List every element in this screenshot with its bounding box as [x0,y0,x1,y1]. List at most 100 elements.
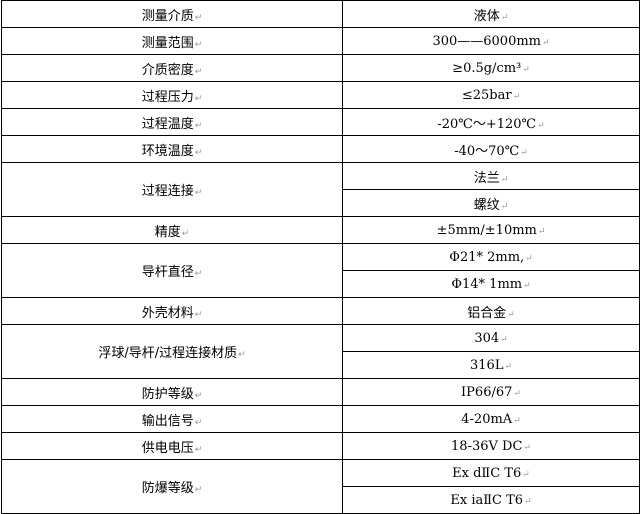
paragraph-mark-icon: ↵ [507,309,515,320]
spec-label: 过程连接↵ [1,162,343,217]
spec-value: 4-20mA↵ [342,405,640,433]
paragraph-mark-icon: ↵ [522,469,530,480]
spec-label: 测量范围↵ [1,27,343,55]
label-text: 精度 [154,224,181,240]
paragraph-mark-icon: ↵ [500,334,508,345]
value-text: 法兰 [473,170,500,186]
value-text: 304 [474,330,500,346]
label-text: 环境温度 [141,143,194,159]
paragraph-mark-icon: ↵ [542,37,550,48]
paragraph-mark-icon: ↵ [513,388,521,399]
value-text: 液体 [473,8,500,24]
paragraph-mark-icon: ↵ [194,485,203,495]
table-row: 防护等级↵ IP66/67↵ [1,378,640,406]
table-row: 螺纹↵ [2,189,640,217]
value-text: 316L [470,357,504,373]
paragraph-mark-icon: ↵ [194,444,203,455]
label-text: 防护等级 [141,386,194,402]
value-text: ≤25bar [461,87,512,103]
table-row: 过程温度↵ -20℃～+120℃ ↵ [1,108,640,136]
value-text: -20℃～+120℃ [437,116,537,132]
table-row: 防爆等级↵ Ex dⅡC T6↵ [1,459,640,514]
label-text: 导杆直径 [141,265,194,280]
paragraph-mark-icon: ↵ [194,120,203,131]
paragraph-mark-icon: ↵ [523,442,531,453]
label-text: 供电电压 [141,440,194,456]
paragraph-mark-icon: ↵ [523,280,531,291]
table-row: 精度↵ ±5mm/±10mm↵ [1,216,640,244]
spec-value: 螺纹↵ [342,189,640,217]
table-row: 导杆直径↵ Φ21* 2mm,↵ [1,243,640,298]
spec-label: 输出信号↵ [1,405,343,433]
value-text: Ex iaⅡC T6 [450,492,524,508]
spec-label: 外壳材料↵ [1,297,343,325]
paragraph-mark-icon: ↵ [194,188,203,198]
paragraph-mark-icon: ↵ [524,496,532,507]
spec-value: ±5mm/±10mm↵ [342,216,640,244]
spec-value: -40～70℃↵ [342,135,640,163]
paragraph-mark-icon: ↵ [525,253,533,264]
spec-label: 介质密度↵ [1,54,343,82]
value-text: 螺纹 [473,197,500,213]
paragraph-mark-icon: ↵ [194,66,203,77]
spec-label: 供电电压↵ [1,432,343,460]
paragraph-mark-icon: ↵ [194,39,203,50]
table-row: 浮球/导杆/过程连接材质↵ 304↵ [1,324,640,379]
spec-value: Φ14* 1mm↵ [342,270,640,298]
value-text: ±5mm/±10mm [436,222,537,238]
spec-label: 防爆等级↵ [1,459,343,514]
paragraph-mark-icon: ↵ [504,361,512,372]
value-text: 18-36V DC [451,438,523,454]
table-row: 过程连接↵ 法兰↵ [1,162,640,217]
label-text: 测量介质 [141,8,194,24]
spec-label: 浮球/导杆/过程连接材质↵ [1,324,343,379]
spec-label: 精度↵ [1,216,343,244]
table-row: 供电电压↵ 18-36V DC↵ [1,432,640,460]
spec-value: 法兰↵ [342,162,640,190]
spec-value: 316L↵ [342,351,640,379]
table-row: Ex iaⅡC T6↵ [2,486,640,514]
spec-value: Ex dⅡC T6↵ [342,459,640,487]
paragraph-mark-icon: ↵ [500,201,509,212]
label-text: 防爆等级 [141,481,194,496]
value-text: 铝合金 [467,305,507,321]
spec-value: 300——6000mm↵ [342,27,640,55]
label-text: 测量范围 [141,35,194,51]
spec-value: IP66/67↵ [342,378,640,406]
table-row: 测量介质↵ 液体↵ [1,0,640,28]
spec-label: 过程压力↵ [1,81,343,109]
spec-label: 防护等级↵ [1,378,343,406]
value-text: IP66/67 [461,384,513,400]
spec-value: Φ21* 2mm,↵ [342,243,640,271]
value-text: 300——6000mm [432,33,541,49]
label-text: 过程温度 [141,116,194,132]
spec-label: 测量介质↵ [1,0,343,28]
value-text: Ex dⅡC T6 [452,465,522,481]
label-text: 过程连接 [141,184,194,199]
spec-label: 过程温度↵ [1,108,343,136]
spec-value: 18-36V DC↵ [342,432,640,460]
table-row: 测量范围↵ 300——6000mm↵ [1,27,640,55]
paragraph-mark-icon: ↵ [194,390,203,401]
spec-value: Ex iaⅡC T6↵ [342,486,640,514]
value-text: -40～70℃ [454,143,520,159]
paragraph-mark-icon: ↵ [194,269,203,279]
spec-value: 304↵ [342,324,640,352]
paragraph-mark-icon: ↵ [194,93,203,104]
spec-label: 导杆直径↵ [1,243,343,298]
value-text: Φ14* 1mm [451,276,523,292]
label-text: 输出信号 [141,413,194,429]
paragraph-mark-icon: ↵ [194,147,203,158]
table-row: 外壳材料↵ 铝合金↵ [1,297,640,325]
label-text: 过程压力 [141,89,194,105]
table-row: 环境温度↵ -40～70℃↵ [1,135,640,163]
value-text: ≥0.5g/cm³ [452,60,522,76]
paragraph-mark-icon: ↵ [194,12,203,23]
table-row: 输出信号↵ 4-20mA↵ [1,405,640,433]
value-text: 4-20mA [461,411,513,427]
table-row: Φ14* 1mm↵ [2,270,640,298]
value-text: Φ21* 2mm, [449,249,525,265]
paragraph-mark-icon: ↵ [500,12,509,23]
paragraph-mark-icon: ↵ [194,309,203,320]
paragraph-mark-icon: ↵ [513,415,521,426]
